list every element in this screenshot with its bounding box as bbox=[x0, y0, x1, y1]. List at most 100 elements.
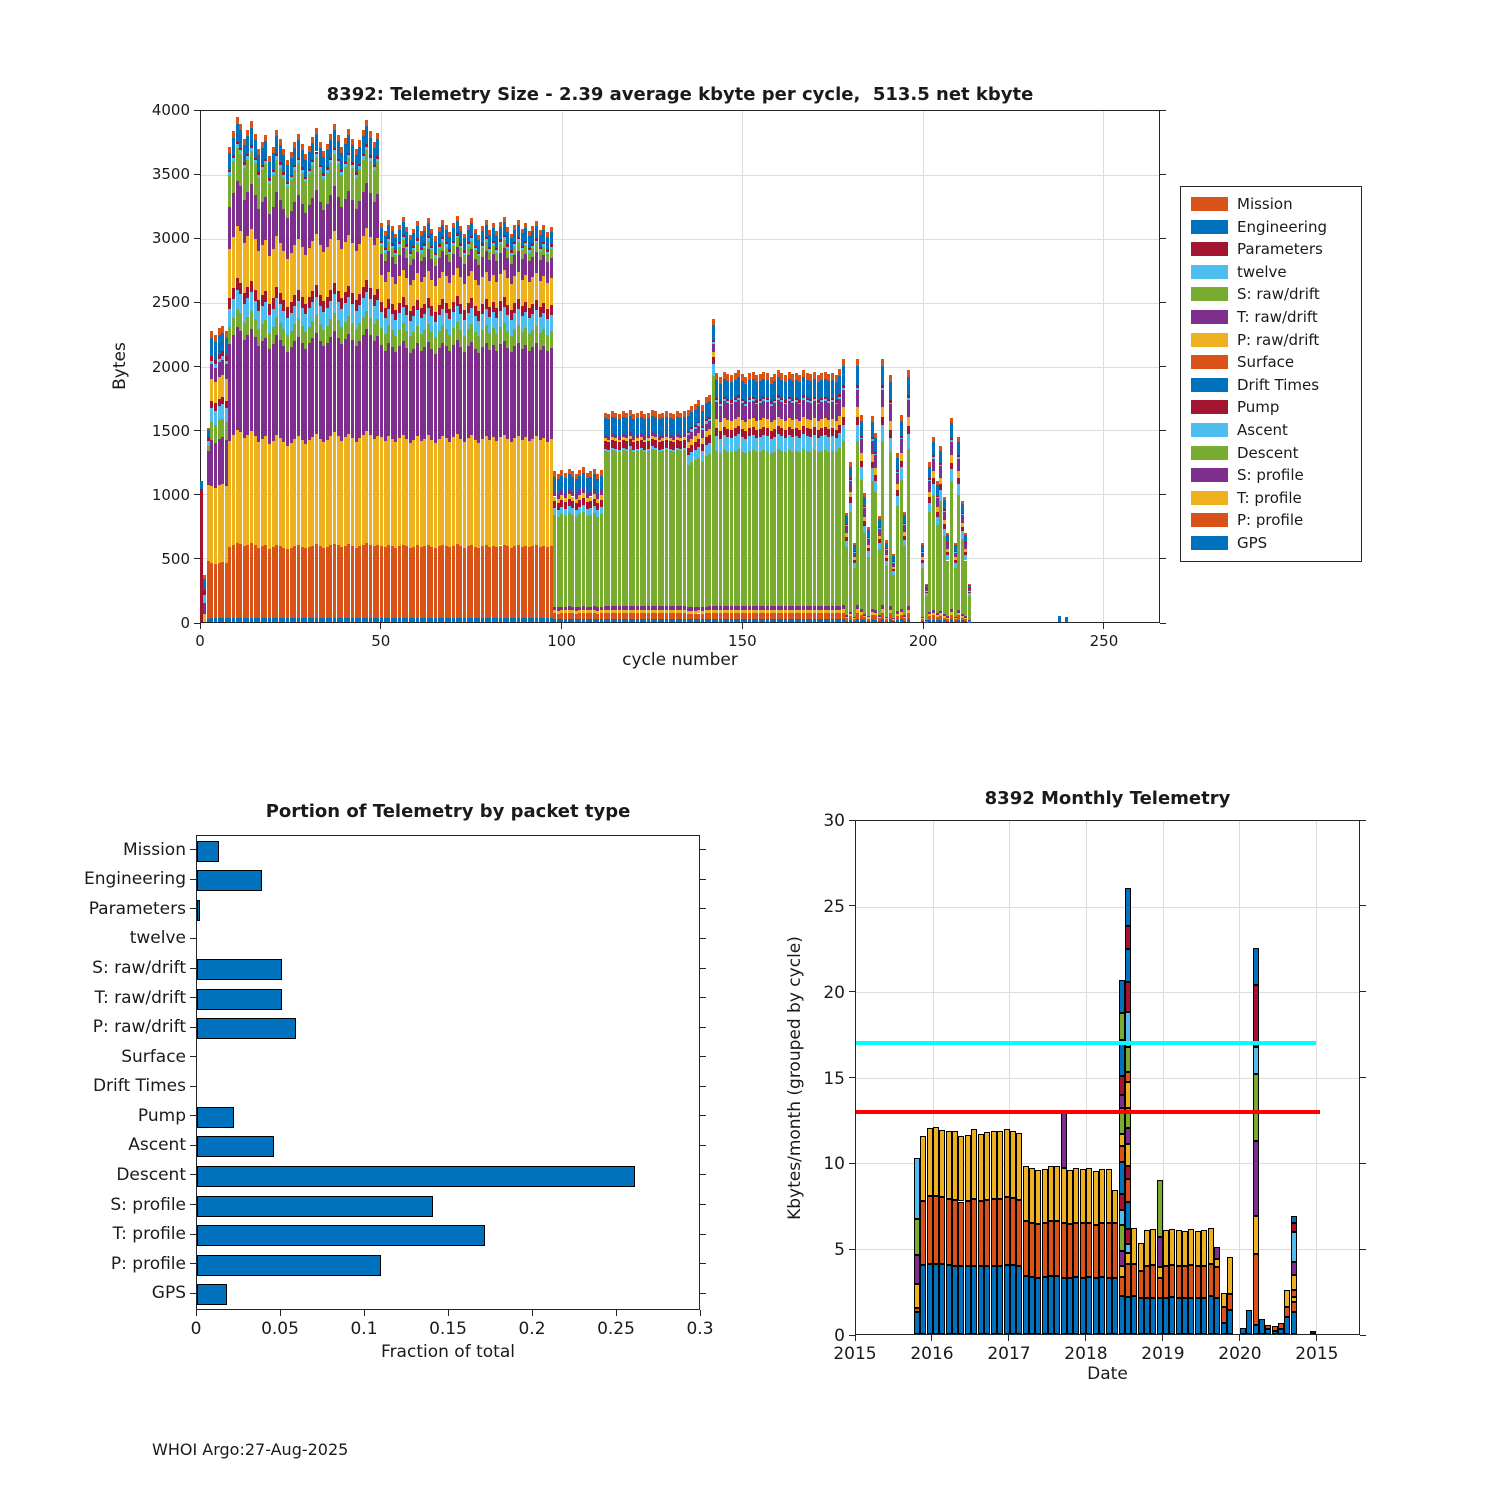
bar-segment bbox=[856, 385, 860, 388]
bar-segment bbox=[260, 438, 264, 547]
bar-segment bbox=[906, 613, 910, 619]
bar-segment bbox=[538, 316, 542, 333]
bar-segment bbox=[408, 442, 412, 548]
stacked-bar bbox=[415, 220, 419, 622]
bar-segment bbox=[672, 442, 676, 450]
bar-segment bbox=[755, 610, 759, 614]
bar-segment bbox=[455, 215, 459, 221]
bar-segment bbox=[520, 331, 524, 349]
bar-segment bbox=[325, 439, 329, 547]
bar-segment bbox=[600, 469, 604, 476]
bar-segment bbox=[690, 412, 694, 428]
bar-segment bbox=[931, 610, 935, 613]
bar-segment bbox=[646, 434, 650, 439]
bar-segment bbox=[704, 421, 708, 424]
bar-segment bbox=[881, 440, 885, 606]
bar-segment bbox=[203, 590, 207, 596]
bar-segment bbox=[838, 612, 842, 619]
bar-segment bbox=[686, 409, 690, 416]
bar-segment bbox=[610, 606, 614, 610]
bar-segment bbox=[758, 609, 762, 614]
bar-segment bbox=[567, 618, 571, 622]
bar-segment bbox=[289, 211, 293, 253]
bar-segment bbox=[278, 339, 282, 438]
bar-segment bbox=[931, 455, 935, 458]
bar-segment bbox=[444, 346, 448, 439]
bar-segment bbox=[657, 449, 661, 453]
bar-segment bbox=[744, 610, 748, 614]
bar-segment bbox=[358, 305, 362, 324]
monthly-bar-segment bbox=[1207, 1296, 1214, 1334]
bar-segment bbox=[242, 293, 246, 305]
bar-segment bbox=[686, 610, 690, 614]
bar-segment bbox=[253, 336, 257, 436]
bar-segment bbox=[535, 225, 539, 239]
bar-segment bbox=[423, 226, 427, 231]
bar-segment bbox=[513, 241, 517, 245]
bar-segment bbox=[784, 452, 788, 607]
gridline bbox=[201, 302, 1159, 304]
stacked-bar bbox=[221, 325, 225, 622]
bar-segment bbox=[870, 461, 874, 469]
fraction-bar bbox=[197, 988, 283, 1010]
monthly-stacked-bar bbox=[1067, 1169, 1074, 1334]
bar-segment bbox=[863, 492, 867, 497]
monthly-bar-segment bbox=[990, 1265, 997, 1334]
bar-segment bbox=[762, 449, 766, 606]
tick-mark bbox=[561, 623, 563, 629]
stacked-bar bbox=[473, 228, 477, 622]
bar-segment bbox=[434, 257, 438, 266]
bar-segment bbox=[701, 410, 705, 427]
bar-segment bbox=[206, 441, 210, 447]
bar-segment bbox=[726, 436, 730, 452]
monthly-bar-segment bbox=[913, 1284, 920, 1308]
telemetry-size-title: 8392: Telemetry Size - 2.39 average kbyt… bbox=[326, 84, 1034, 105]
bar-segment bbox=[524, 345, 528, 438]
bar-segment bbox=[928, 478, 932, 480]
monthly-bar-segment bbox=[1048, 1221, 1055, 1276]
legend-label: P: profile bbox=[1237, 511, 1304, 530]
bar-segment bbox=[708, 428, 712, 436]
bar-segment bbox=[293, 164, 297, 168]
bar-segment bbox=[679, 440, 683, 449]
bar-segment bbox=[286, 307, 290, 318]
tick-mark bbox=[700, 849, 706, 851]
bar-segment bbox=[715, 402, 719, 419]
stacked-bar bbox=[693, 403, 697, 622]
bar-segment bbox=[960, 514, 964, 515]
bar-segment bbox=[361, 334, 365, 435]
bar-segment bbox=[744, 438, 748, 454]
bar-segment bbox=[794, 606, 798, 610]
bar-segment bbox=[242, 242, 246, 294]
bar-segment bbox=[592, 505, 596, 514]
bar-segment bbox=[408, 336, 412, 354]
monthly-bar-segment bbox=[1169, 1228, 1176, 1265]
bar-segment bbox=[289, 157, 293, 175]
bar-segment bbox=[895, 613, 899, 616]
bar-segment bbox=[397, 545, 401, 618]
bar-segment bbox=[610, 613, 614, 619]
tick-mark bbox=[190, 908, 196, 910]
bar-segment bbox=[542, 346, 546, 439]
bar-segment bbox=[235, 225, 239, 279]
monthly-bar-segment bbox=[1310, 1331, 1317, 1334]
bar-segment bbox=[679, 434, 683, 439]
stacked-bar bbox=[841, 358, 845, 622]
tick-mark bbox=[1160, 366, 1166, 367]
bar-segment bbox=[729, 404, 733, 421]
gridline bbox=[856, 1077, 1359, 1079]
bar-segment bbox=[535, 436, 539, 546]
legend-label: Engineering bbox=[1237, 217, 1327, 236]
bar-segment bbox=[726, 398, 730, 402]
bar-segment bbox=[462, 617, 466, 622]
bar-segment bbox=[719, 453, 723, 607]
stacked-bar bbox=[892, 554, 896, 622]
bar-segment bbox=[329, 140, 333, 158]
monthly-bar-segment bbox=[926, 1127, 933, 1196]
monthly-bar-segment bbox=[1124, 1144, 1131, 1167]
bar-segment bbox=[459, 438, 463, 547]
stacked-bar bbox=[639, 411, 643, 622]
bar-segment bbox=[217, 438, 221, 485]
monthly-bar-segment bbox=[933, 1196, 940, 1264]
bar-segment bbox=[784, 618, 788, 622]
